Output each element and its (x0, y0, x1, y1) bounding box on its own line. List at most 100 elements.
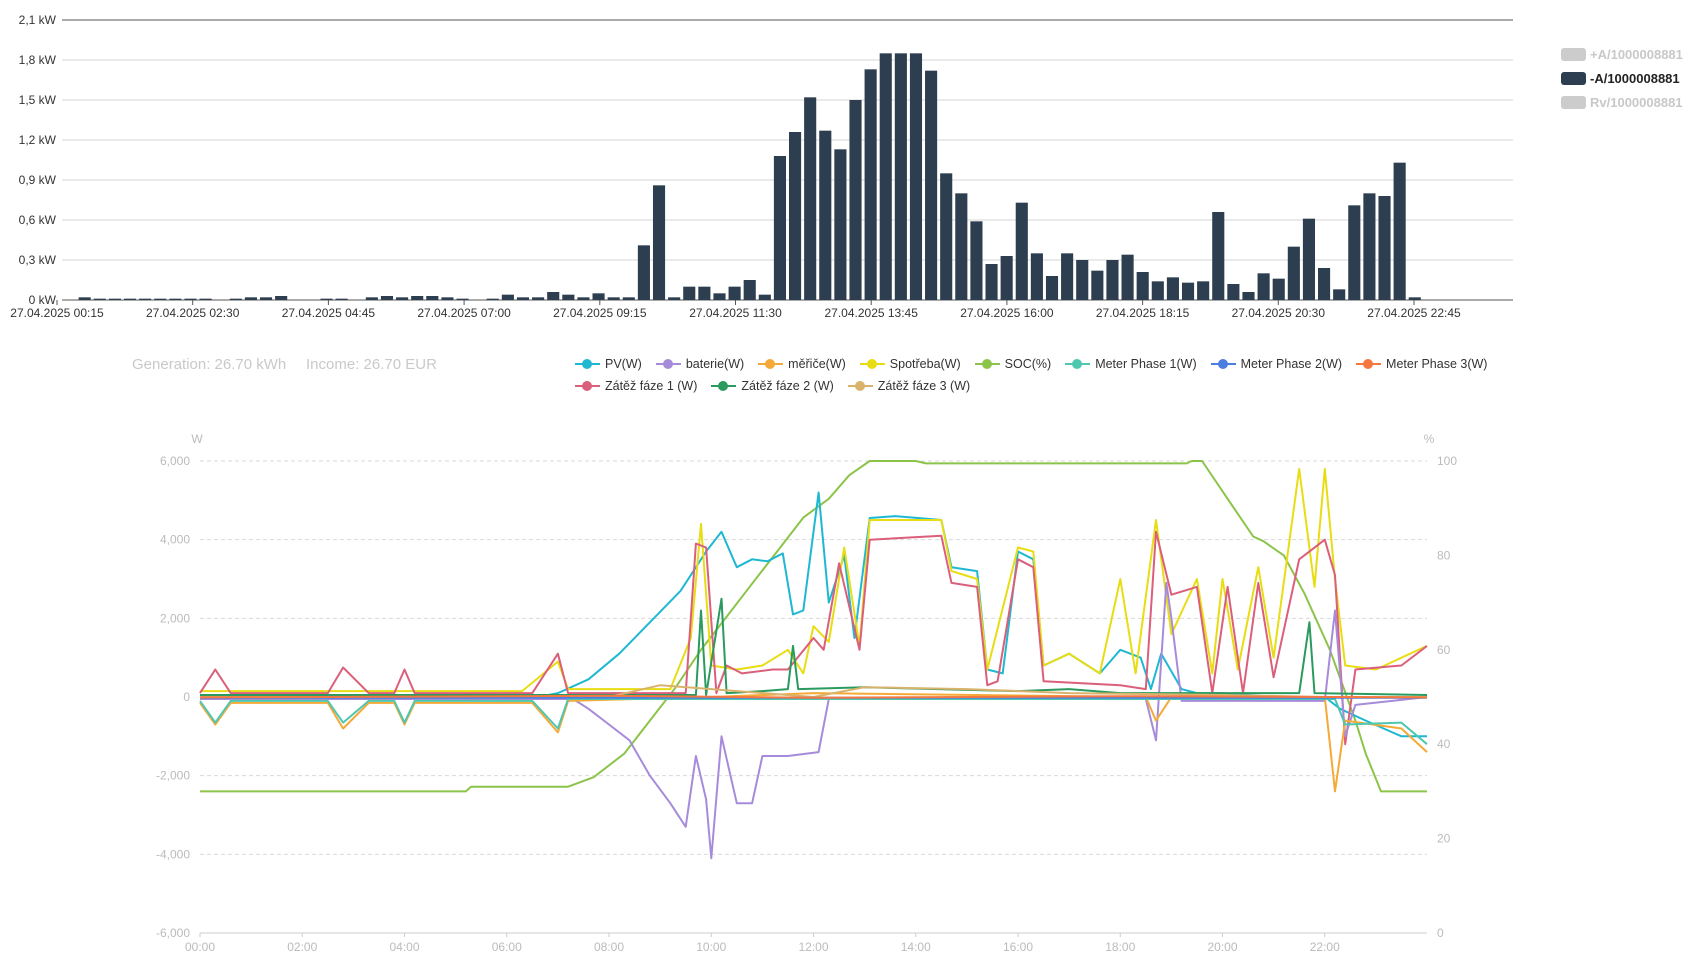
legend-marker-icon (974, 358, 1000, 370)
bar (985, 264, 998, 300)
series-line (200, 467, 1428, 693)
bar (1287, 246, 1300, 300)
line-xtick-label: 14:00 (901, 940, 931, 954)
line-ytick-left: 4,000 (160, 533, 190, 547)
line-xtick-label: 10:00 (696, 940, 726, 954)
bar (1257, 273, 1270, 300)
income-summary: Income: 26.70 EUR (306, 356, 437, 373)
bar (1106, 260, 1119, 300)
legend-label: PV(W) (605, 357, 642, 371)
line-ytick-left: 0 (183, 690, 190, 704)
legend-marker-icon (847, 380, 873, 392)
series-line (200, 491, 1427, 738)
bar (320, 298, 333, 300)
bar-xtick-label: 27.04.2025 13:45 (824, 306, 918, 320)
series-line (200, 581, 1428, 860)
bar (577, 297, 590, 300)
legend-label: Meter Phase 2(W) (1240, 357, 1343, 371)
bar-xtick-label: 27.04.2025 09:15 (553, 306, 647, 320)
legend-marker-icon (758, 358, 784, 370)
bar-ytick-label: 1,5 kW (19, 93, 57, 107)
line-legend-item[interactable]: Zátěž fáze 2 (W) (711, 379, 834, 393)
bar (1212, 212, 1225, 300)
line-legend-item[interactable]: Meter Phase 3(W) (1356, 357, 1487, 371)
series-line (199, 692, 1428, 793)
legend-swatch (1561, 47, 1586, 61)
bar (1272, 278, 1285, 300)
legend-marker-icon (575, 358, 600, 370)
series-line (200, 684, 1427, 698)
legend-label: Zátěž fáze 3 (W) (877, 379, 971, 393)
line-xtick-label: 06:00 (492, 940, 522, 954)
bar (1015, 202, 1028, 300)
series-line (200, 597, 1428, 696)
legend-label: Rv/1000008881 (1590, 94, 1683, 110)
bar-legend-item[interactable]: Rv/1000008881 (1561, 90, 1683, 114)
bar (940, 173, 953, 300)
bar (1166, 277, 1179, 300)
line-ytick-right: 100 (1437, 454, 1457, 468)
bar-xtick-label: 27.04.2025 00:15 (10, 306, 104, 320)
bar (380, 296, 394, 300)
bar (1302, 218, 1316, 300)
bar (1091, 270, 1104, 300)
bar-legend: +A/1000008881 -A/1000008881 Rv/1000008881 (1561, 42, 1683, 114)
bar (1181, 282, 1195, 300)
line-legend-item[interactable]: PV(W) (575, 357, 642, 371)
line-legend-item[interactable]: Zátěž fáze 1 (W) (575, 379, 697, 393)
legend-label: -A/1000008881 (1590, 70, 1680, 86)
bar (1076, 260, 1089, 300)
bar (516, 297, 530, 300)
bar (683, 286, 696, 300)
legend-label: Meter Phase 1(W) (1095, 357, 1197, 371)
bar (1136, 272, 1149, 300)
bar-xtick-label: 27.04.2025 18:15 (1096, 306, 1190, 320)
legend-swatch (1561, 71, 1586, 85)
line-legend-item[interactable]: měřiče(W) (758, 357, 846, 371)
line-legend-item[interactable]: baterie(W) (655, 357, 744, 371)
bar (184, 298, 197, 300)
legend-label: +A/1000008881 (1590, 46, 1683, 62)
bar-xtick-label: 27.04.2025 16:00 (960, 306, 1054, 320)
bar (244, 297, 257, 300)
line-xtick-label: 02:00 (287, 940, 317, 954)
bar (123, 298, 137, 300)
line-legend-item[interactable]: SOC(%) (974, 357, 1052, 371)
line-legend-item[interactable]: Meter Phase 2(W) (1210, 357, 1343, 371)
bar (925, 70, 938, 301)
bar-ytick-label: 0,3 kW (19, 253, 57, 267)
bar (743, 280, 756, 300)
bar (789, 132, 802, 300)
bar (698, 286, 711, 300)
line-legend-item[interactable]: Spotřeba(W) (859, 357, 961, 371)
line-legend-item[interactable]: Meter Phase 1(W) (1065, 357, 1197, 371)
legend-marker-icon (1065, 358, 1091, 370)
line-legend-item[interactable]: Zátěž fáze 3 (W) (847, 379, 971, 393)
series-line (199, 694, 1428, 699)
bar-legend-item[interactable]: +A/1000008881 (1561, 42, 1683, 66)
bar (365, 297, 378, 300)
bar (1030, 253, 1043, 300)
bar (955, 193, 968, 300)
bar-legend-item[interactable]: -A/1000008881 (1561, 66, 1683, 90)
bar (607, 297, 620, 300)
bar (652, 185, 666, 300)
bar-ytick-label: 0,6 kW (19, 213, 57, 227)
bar-xtick-label: 27.04.2025 02:30 (146, 306, 240, 320)
bar (819, 130, 832, 300)
bar-ytick-label: 0,9 kW (19, 173, 57, 187)
line-ytick-left: -4,000 (156, 847, 190, 861)
bar (486, 298, 499, 300)
line-xtick-label: 22:00 (1310, 940, 1340, 954)
bar (773, 156, 786, 300)
bar (501, 294, 514, 300)
bar-xtick-label: 27.04.2025 11:30 (689, 306, 782, 320)
bar (154, 298, 167, 300)
legend-marker-icon (1210, 358, 1236, 370)
line-ytick-left: 2,000 (160, 611, 190, 625)
legend-marker-icon (859, 358, 885, 370)
legend-label: SOC(%) (1004, 357, 1052, 371)
bar (1393, 162, 1406, 300)
bar (970, 221, 983, 300)
bar (864, 69, 877, 300)
